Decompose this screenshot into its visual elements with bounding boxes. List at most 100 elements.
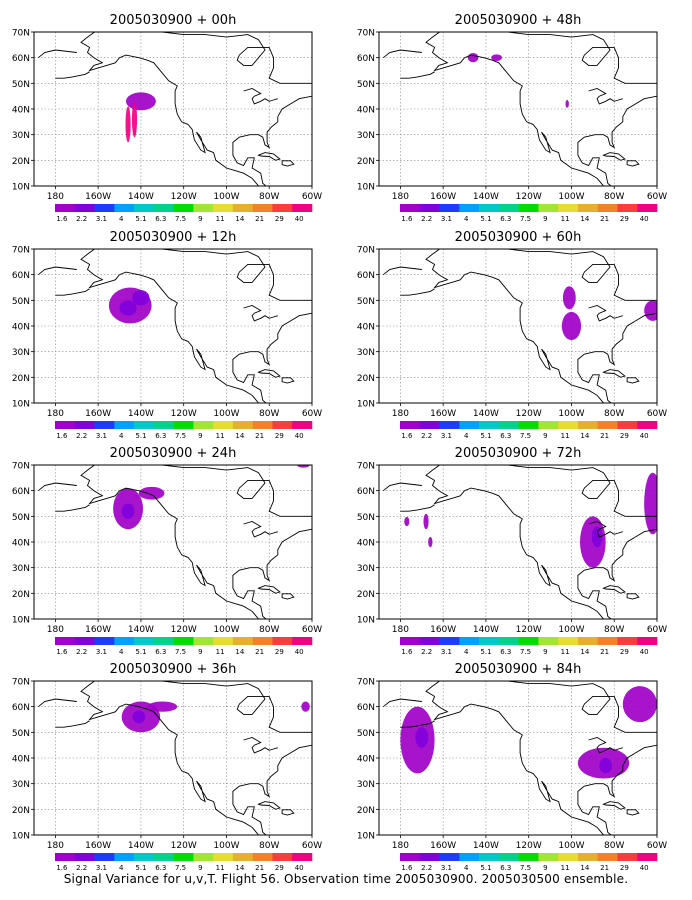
lon-label: 180 — [47, 409, 64, 419]
island-outline — [602, 801, 626, 810]
lon-label: 60W — [302, 841, 322, 851]
legend-label: 5.1 — [135, 648, 146, 656]
legend-swatch — [597, 637, 618, 645]
legend-swatch — [94, 853, 115, 861]
legend-label: 11 — [561, 215, 570, 223]
legend-swatch — [538, 421, 559, 429]
legend-label: 9 — [543, 215, 547, 223]
variance-contour — [132, 290, 150, 306]
legend-label: 29 — [620, 648, 629, 656]
legend-swatch — [518, 637, 539, 645]
coastline — [55, 71, 90, 79]
coastline — [400, 504, 435, 512]
legend-swatch — [193, 421, 214, 429]
legend-label: 4 — [464, 215, 469, 223]
lon-label: 100W — [213, 625, 239, 635]
coastline — [400, 288, 435, 296]
lat-label: 20N — [12, 157, 30, 167]
coastline — [55, 504, 90, 512]
legend-swatch — [292, 853, 313, 861]
coastline — [38, 482, 77, 492]
legend-label: 1.6 — [401, 432, 413, 440]
legend-label: 3.1 — [96, 648, 107, 656]
legend-label: 4 — [464, 864, 469, 872]
legend-label: 9 — [543, 648, 547, 656]
lon-label: 120W — [516, 409, 542, 419]
lon-label: 140W — [128, 625, 154, 635]
legend-label: 29 — [620, 864, 629, 872]
lon-label: 60W — [647, 192, 667, 202]
lon-label: 180 — [47, 625, 64, 635]
legend-swatch — [597, 853, 618, 861]
lat-label: 60N — [12, 703, 30, 713]
legend-swatch — [114, 204, 135, 212]
legend-swatch — [232, 853, 253, 861]
legend-label: 11 — [216, 864, 225, 872]
legend-label: 40 — [640, 864, 649, 872]
lon-label: 140W — [128, 409, 154, 419]
map-panel: 2005030900 + 36h 70N 60N 50N 40N 30N 20N 10N 180… — [12, 662, 322, 872]
lon-label: 120W — [516, 625, 542, 635]
legend-label: 9 — [543, 432, 547, 440]
lat-label: 40N — [12, 755, 30, 765]
legend-swatch — [577, 204, 598, 212]
map-frame — [33, 248, 313, 404]
lat-label: 30N — [12, 348, 30, 358]
legend-label: 11 — [561, 648, 570, 656]
legend-label: 9 — [198, 432, 202, 440]
lon-label: 160W — [85, 625, 111, 635]
legend-label: 40 — [640, 215, 649, 223]
legend-swatch — [173, 637, 194, 645]
coastline — [55, 288, 90, 296]
lon-label: 80W — [604, 409, 624, 419]
legend-label: 5.1 — [135, 432, 146, 440]
legend-swatch — [498, 204, 519, 212]
legend-label: 14 — [235, 432, 244, 440]
lon-label: 140W — [473, 409, 499, 419]
legend-label: 1.6 — [401, 648, 413, 656]
lat-label: 60N — [12, 271, 30, 281]
variance-contour — [125, 106, 131, 143]
lat-label: 40N — [357, 106, 375, 116]
variance-contour — [644, 300, 657, 321]
island-outline — [257, 585, 281, 594]
legend-label: 11 — [561, 432, 570, 440]
lon-label: 80W — [604, 625, 624, 635]
coastline — [243, 305, 278, 322]
coastline — [38, 49, 77, 59]
legend-swatch — [213, 204, 234, 212]
legend-label: 1.6 — [56, 648, 68, 656]
lon-label: 160W — [430, 409, 456, 419]
legend-label: 6.3 — [500, 648, 511, 656]
panel-title: 2005030900 + 12h — [110, 230, 237, 245]
legend-swatch — [173, 421, 194, 429]
lon-label: 60W — [302, 409, 322, 419]
lon-label: 140W — [128, 192, 154, 202]
lat-label: 40N — [357, 539, 375, 549]
lat-label: 40N — [12, 539, 30, 549]
panel-title: 2005030900 + 60h — [455, 230, 582, 245]
legend-swatch — [400, 204, 421, 212]
coastline — [38, 266, 77, 276]
coastline — [588, 305, 623, 322]
legend-swatch — [94, 637, 115, 645]
lon-label: 180 — [47, 192, 64, 202]
legend-swatch — [637, 637, 658, 645]
island-outline — [281, 160, 295, 167]
legend-label: 7.5 — [175, 864, 186, 872]
island-outline — [257, 152, 281, 161]
legend-label: 2.2 — [421, 432, 432, 440]
legend-label: 21 — [600, 215, 609, 223]
lat-label: 20N — [357, 374, 375, 384]
lat-label: 40N — [357, 755, 375, 765]
legend-label: 29 — [620, 215, 629, 223]
legend-swatch — [479, 421, 500, 429]
map-panel: 2005030900 + 24h 70N 60N 50N 40N 30N 20N 10N 180… — [12, 446, 322, 656]
legend-swatch — [193, 853, 214, 861]
map-panel: 2005030900 + 60h 70N 60N 50N 40N 30N 20N 10N 180… — [357, 230, 667, 440]
lat-label: 40N — [12, 323, 30, 333]
legend-label: 4 — [464, 648, 469, 656]
legend-label: 9 — [198, 864, 202, 872]
legend-label: 7.5 — [520, 215, 531, 223]
